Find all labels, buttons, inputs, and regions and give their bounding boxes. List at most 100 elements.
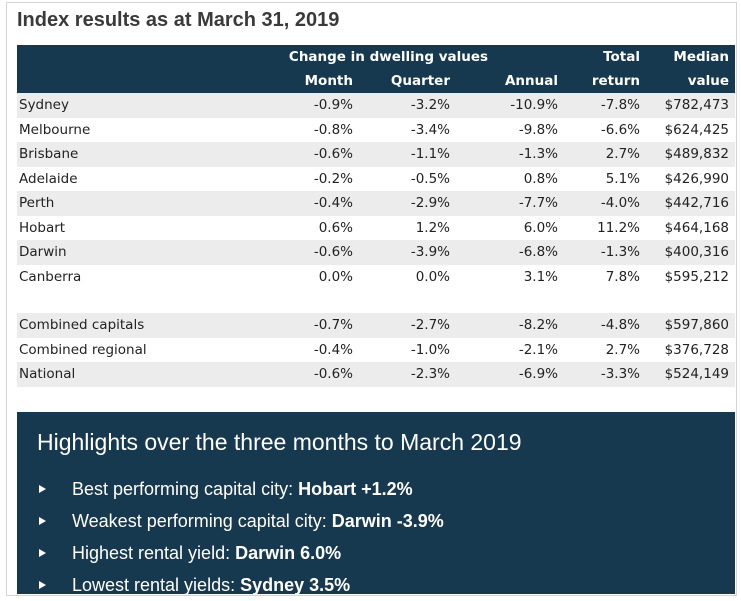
row-quarter: -0.5% [410, 170, 450, 187]
triangle-bullet-icon [39, 517, 46, 525]
header-month: Month [304, 73, 353, 89]
list-item: Lowest rental yields: Sydney 3.5% [37, 569, 444, 601]
row-median-value: $624,425 [664, 121, 729, 138]
triangle-bullet-icon [39, 549, 46, 557]
row-annual: -2.1% [518, 341, 558, 358]
row-annual: 3.1% [523, 268, 558, 285]
row-annual: -1.3% [456, 142, 564, 167]
row-quarter: -1.0% [410, 341, 450, 358]
row-quarter: -2.7% [359, 313, 456, 338]
row-median-value: $595,212 [664, 268, 729, 285]
row-month: 0.0% [318, 268, 353, 285]
row-city: Brisbane [17, 142, 213, 167]
row-city: Combined capitals [17, 313, 213, 338]
row-city: Hobart [19, 219, 66, 236]
row-month: -0.9% [213, 93, 359, 118]
row-total-return: -6.6% [600, 121, 640, 138]
list-item: Best performing capital city: Hobart +1.… [37, 473, 444, 505]
header-change-in-dwelling-values: Change in dwelling values [288, 49, 489, 65]
row-total-return: -1.3% [564, 240, 646, 265]
row-total-return: -7.8% [564, 93, 646, 118]
row-median-value: $442,716 [646, 191, 735, 216]
row-total-return: 7.8% [605, 268, 640, 285]
table-body: Sydney -0.9% -3.2% -10.9% -7.8% $782,473… [17, 93, 735, 387]
table-row: Melbourne -0.8% -3.4% -9.8% -6.6% $624,4… [17, 118, 735, 143]
list-item: Highest rental yield: Darwin 6.0% [37, 537, 444, 569]
row-quarter: 1.2% [415, 219, 450, 236]
row-median-value: $524,149 [646, 362, 735, 387]
row-quarter: -3.4% [410, 121, 450, 138]
row-total-return: 2.7% [605, 341, 640, 358]
highlight-label: Best performing capital city: [72, 478, 294, 499]
list-item: Weakest performing capital city: Darwin … [37, 505, 444, 537]
row-total-return: 11.2% [597, 219, 640, 236]
table-row: Combined capitals -0.7% -2.7% -8.2% -4.8… [17, 313, 735, 338]
row-total-return: -3.3% [564, 362, 646, 387]
highlight-label: Weakest performing capital city: [72, 510, 327, 531]
row-annual: 6.0% [523, 219, 558, 236]
header-return-line2: return [591, 73, 640, 89]
results-table-container: Change in dwelling values Total Median M… [17, 45, 735, 387]
row-annual: 0.8% [523, 170, 558, 187]
highlight-value: Darwin 6.0% [235, 542, 342, 563]
page-title: Index results as at March 31, 2019 [17, 9, 340, 31]
highlights-list: Best performing capital city: Hobart +1.… [37, 473, 444, 601]
row-city: Perth [17, 191, 213, 216]
row-month: -0.2% [313, 170, 353, 187]
header-quarter: Quarter [390, 73, 450, 89]
header-total-line1: Total [603, 49, 640, 65]
row-annual: -6.9% [456, 362, 564, 387]
header-annual: Annual [504, 73, 558, 89]
row-annual: -9.8% [518, 121, 558, 138]
row-median-value: $464,168 [664, 219, 729, 236]
table-header-row-2: Month Quarter Annual return value [17, 69, 735, 93]
highlight-value: Sydney 3.5% [240, 574, 351, 595]
table-row: Brisbane -0.6% -1.1% -1.3% 2.7% $489,832 [17, 142, 735, 167]
row-median-value: $489,832 [646, 142, 735, 167]
row-quarter: -3.9% [359, 240, 456, 265]
header-empty-cell [17, 45, 213, 69]
row-total-return: 5.1% [605, 170, 640, 187]
table-row: Perth -0.4% -2.9% -7.7% -4.0% $442,716 [17, 191, 735, 216]
triangle-bullet-icon [39, 485, 46, 493]
row-annual: -10.9% [456, 93, 564, 118]
row-month: -0.6% [213, 362, 359, 387]
triangle-bullet-icon [39, 581, 46, 589]
row-annual: -7.7% [456, 191, 564, 216]
row-annual: -6.8% [456, 240, 564, 265]
row-quarter: -2.3% [359, 362, 456, 387]
table-row: Sydney -0.9% -3.2% -10.9% -7.8% $782,473 [17, 93, 735, 118]
table-row: Hobart 0.6% 1.2% 6.0% 11.2% $464,168 [17, 216, 735, 241]
row-quarter: -3.2% [359, 93, 456, 118]
header-median-line1: Median [673, 49, 729, 65]
row-city: Adelaide [19, 170, 78, 187]
row-quarter: -1.1% [359, 142, 456, 167]
results-table: Change in dwelling values Total Median M… [17, 45, 735, 387]
table-spacer-row [17, 289, 735, 313]
header-empty-cell [17, 69, 213, 93]
row-month: 0.6% [318, 219, 353, 236]
row-median-value: $782,473 [646, 93, 735, 118]
row-total-return: -4.0% [564, 191, 646, 216]
row-city: Darwin [17, 240, 213, 265]
row-month: -0.7% [213, 313, 359, 338]
row-total-return: -4.8% [564, 313, 646, 338]
highlight-value: Hobart +1.2% [298, 478, 413, 499]
highlight-label: Highest rental yield: [72, 542, 231, 563]
highlights-title: Highlights over the three months to Marc… [37, 429, 522, 455]
highlight-label: Lowest rental yields: [72, 574, 236, 595]
header-value-line2: value [687, 73, 729, 89]
highlights-panel: Highlights over the three months to Marc… [17, 412, 735, 595]
index-results-card: Index results as at March 31, 2019 Chang… [6, 2, 737, 596]
row-quarter: 0.0% [415, 268, 450, 285]
row-month: -0.4% [213, 191, 359, 216]
row-total-return: 2.7% [564, 142, 646, 167]
row-city: Combined regional [19, 341, 147, 358]
row-city: Melbourne [19, 121, 91, 138]
row-median-value: $400,316 [646, 240, 735, 265]
row-month: -0.6% [213, 240, 359, 265]
row-month: -0.4% [313, 341, 353, 358]
row-city: Sydney [17, 93, 213, 118]
row-annual: -8.2% [456, 313, 564, 338]
table-row: Darwin -0.6% -3.9% -6.8% -1.3% $400,316 [17, 240, 735, 265]
